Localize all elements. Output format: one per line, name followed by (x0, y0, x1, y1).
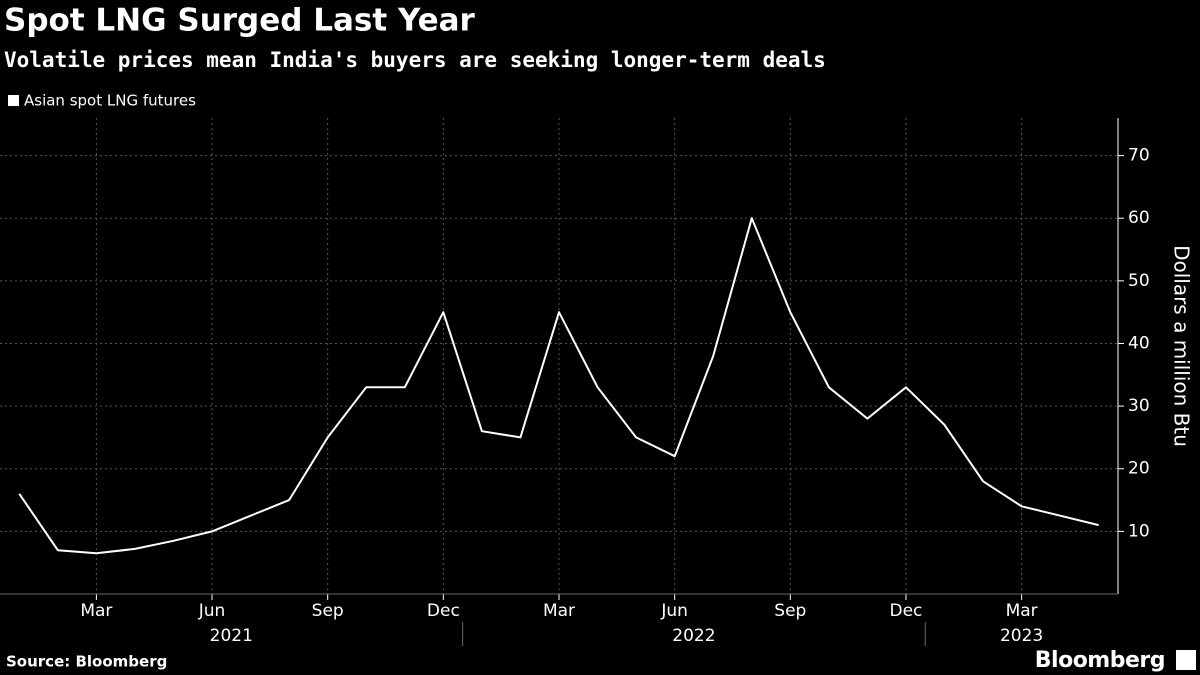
source: Source: Bloomberg (6, 653, 167, 671)
year-label: 2022 (672, 626, 715, 646)
legend-swatch (8, 95, 19, 106)
chart-subtitle: Volatile prices mean India's buyers are … (4, 48, 826, 72)
x-tick-label: Mar (80, 601, 112, 621)
x-tick-label: Mar (543, 601, 575, 621)
year-label: 2023 (1000, 626, 1043, 646)
x-tick-label: Jun (198, 601, 226, 621)
x-tick-label: Dec (890, 601, 923, 621)
x-tick-label: Mar (1006, 601, 1038, 621)
legend-label: Asian spot LNG futures (24, 92, 196, 110)
brand: Bloomberg (1035, 648, 1165, 673)
chart-title: Spot LNG Surged Last Year (4, 3, 476, 39)
y-tick-label: 40 (1128, 333, 1150, 353)
series-line (18, 217, 1099, 555)
y-tick-label: 60 (1128, 208, 1150, 228)
year-label: 2021 (210, 626, 253, 646)
y-tick-label: 10 (1128, 521, 1150, 541)
y-tick-label: 50 (1128, 271, 1150, 291)
x-tick-label: Dec (427, 601, 460, 621)
x-tick-label: Sep (774, 601, 806, 621)
y-axis-title: Dollars a million Btu (1170, 245, 1194, 447)
y-tick-label: 70 (1128, 146, 1150, 166)
x-tick-label: Jun (660, 601, 688, 621)
y-tick-label: 30 (1128, 396, 1150, 416)
y-tick-label: 20 (1128, 459, 1150, 479)
brand-icon (1176, 650, 1196, 670)
x-tick-label: Sep (312, 601, 344, 621)
